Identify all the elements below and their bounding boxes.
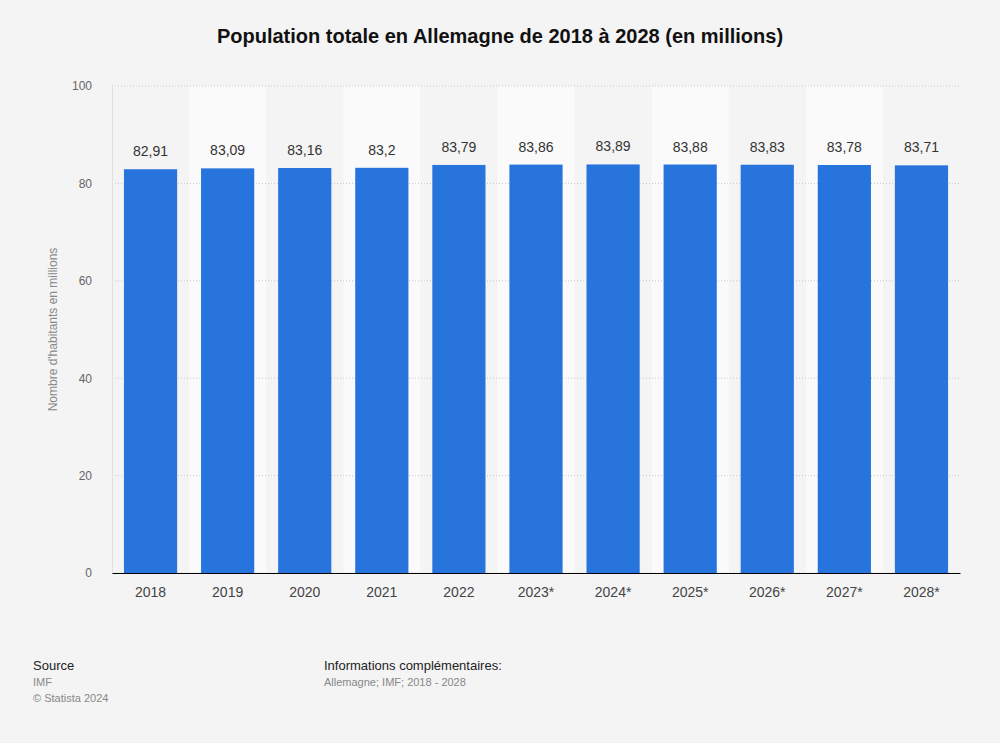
grid-line bbox=[112, 86, 960, 87]
x-tick-label: 2024* bbox=[595, 584, 632, 600]
title: Population totale en Allemagne de 2018 à… bbox=[217, 25, 783, 47]
x-tick: 2025* bbox=[672, 573, 709, 600]
data-label: 83,86 bbox=[518, 139, 553, 155]
info: Allemagne; IMF; 2018 - 2028 bbox=[324, 676, 466, 688]
bar bbox=[278, 168, 331, 573]
data-label: 83,89 bbox=[596, 138, 631, 154]
x-tick: 2027* bbox=[826, 573, 863, 600]
column-bands bbox=[189, 86, 883, 573]
x-tick: 2020 bbox=[289, 573, 320, 600]
x-tick: 2019 bbox=[212, 573, 243, 600]
y-tick-label: 20 bbox=[79, 469, 93, 483]
source: IMF bbox=[33, 676, 52, 688]
data-label: 83,83 bbox=[750, 139, 785, 155]
y-tick: 20 bbox=[79, 469, 112, 483]
y-axis-title: Nombre d'habitants en millions bbox=[46, 248, 60, 412]
bar bbox=[124, 169, 177, 573]
copyright: © Statista 2024 bbox=[33, 692, 108, 704]
y-tick: 100 bbox=[72, 79, 112, 93]
bar bbox=[741, 165, 794, 573]
y-tick: 40 bbox=[79, 372, 112, 386]
x-tick-label: 2025* bbox=[672, 584, 709, 600]
data-labels: 82,91 83,09 83,16 83,2 83,79 83,86 83,89 83,88 8… bbox=[133, 138, 939, 159]
x-tick: 2022 bbox=[443, 573, 474, 600]
x-axis: 2018 2019 2020 2021 2022 2023* 2024* 2025* 2026*… bbox=[113, 573, 961, 600]
x-tick: 2021 bbox=[366, 573, 397, 600]
column-band bbox=[189, 86, 266, 573]
data-label: 83,09 bbox=[210, 142, 245, 158]
bar bbox=[355, 168, 408, 573]
column-band bbox=[806, 86, 883, 573]
bars bbox=[124, 164, 948, 573]
data-label: 83,79 bbox=[441, 139, 476, 155]
bar bbox=[664, 165, 717, 573]
info-title: Informations complémentaires: bbox=[324, 658, 502, 673]
y-tick: 80 bbox=[79, 177, 112, 191]
background bbox=[0, 0, 1000, 743]
x-tick-label: 2019 bbox=[212, 584, 243, 600]
plot: 82,91 83,09 83,16 83,2 83,79 83,86 83,89 83,88 8… bbox=[72, 79, 961, 600]
bar bbox=[586, 164, 639, 573]
y-tick: 60 bbox=[79, 274, 112, 288]
x-tick-label: 2021 bbox=[366, 584, 397, 600]
x-tick-label: 2028* bbox=[903, 584, 940, 600]
x-tick-label: 2020 bbox=[289, 584, 320, 600]
y-axis-line bbox=[112, 87, 113, 574]
data-label: 83,16 bbox=[287, 142, 322, 158]
y-tick-label: 40 bbox=[79, 372, 93, 386]
column-band bbox=[497, 86, 574, 573]
bar bbox=[432, 165, 485, 573]
x-tick-label: 2022 bbox=[443, 584, 474, 600]
x-tick-label: 2018 bbox=[135, 584, 166, 600]
column-band bbox=[652, 86, 729, 573]
chart: 82,91 83,09 83,16 83,2 83,79 83,86 83,89 83,88 8… bbox=[0, 0, 1000, 743]
source-title: Source bbox=[33, 658, 74, 673]
x-tick: 2026* bbox=[749, 573, 786, 600]
bar bbox=[818, 165, 871, 573]
x-tick: 2028* bbox=[903, 573, 940, 600]
x-tick: 2024* bbox=[595, 573, 632, 600]
y-tick: 0 bbox=[85, 566, 112, 580]
data-label: 83,78 bbox=[827, 139, 862, 155]
x-tick-label: 2026* bbox=[749, 584, 786, 600]
y-tick-label: 80 bbox=[79, 177, 93, 191]
bar bbox=[509, 165, 562, 573]
bar bbox=[895, 165, 948, 573]
y-tick-label: 100 bbox=[72, 79, 92, 93]
y-tick-label: 60 bbox=[79, 274, 93, 288]
y-tick-label: 0 bbox=[85, 566, 92, 580]
data-label: 82,91 bbox=[133, 143, 168, 159]
y-axis: 0 20 40 60 80 100 bbox=[72, 79, 113, 580]
x-tick: 2023* bbox=[518, 573, 555, 600]
data-label: 83,71 bbox=[904, 139, 939, 155]
data-label: 83,2 bbox=[368, 142, 395, 158]
data-label: 83,88 bbox=[673, 139, 708, 155]
x-tick-label: 2023* bbox=[518, 584, 555, 600]
column-band bbox=[343, 86, 420, 573]
bar bbox=[201, 168, 254, 573]
x-tick: 2018 bbox=[135, 573, 166, 600]
x-tick-label: 2027* bbox=[826, 584, 863, 600]
grid bbox=[112, 86, 960, 573]
x-axis-line bbox=[113, 573, 961, 574]
